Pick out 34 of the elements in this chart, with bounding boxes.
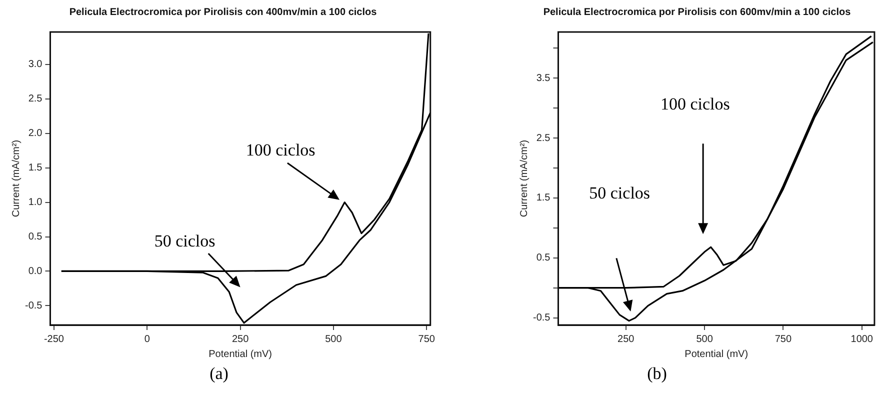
y-tick-label: 2.5 xyxy=(536,132,551,144)
y-tick-label: 1.0 xyxy=(28,197,43,208)
annotation: 100 ciclos xyxy=(246,140,316,160)
y-tick-label: 0.5 xyxy=(28,232,43,243)
y-tick-label: 0.5 xyxy=(536,252,551,264)
x-tick-label: 750 xyxy=(418,334,436,345)
y-axis-title: Current (mA/cm²) xyxy=(10,140,22,218)
y-tick-label: 0.0 xyxy=(28,266,43,277)
text: (b) xyxy=(646,364,668,384)
x-tick-label: 750 xyxy=(774,334,792,345)
y-tick-label: 3.0 xyxy=(28,59,43,70)
annotation: 50 ciclos xyxy=(154,231,216,250)
y-tick-label: 1.5 xyxy=(28,162,43,174)
y-tick-label: 3.5 xyxy=(536,72,551,84)
y-tick-label: 1.5 xyxy=(536,192,551,204)
annotation: 100 ciclos xyxy=(660,94,730,114)
x-tick-label: 500 xyxy=(325,334,342,345)
annotation: 50 ciclos xyxy=(589,184,650,202)
y-axis-title: Current (mA/cm²) xyxy=(518,140,530,218)
y-tick-label: 2.5 xyxy=(28,94,43,105)
chart-title: Pelicula Electrocromica por Pirolisis con 600mv/min a 100 ciclos xyxy=(543,6,852,18)
y-tick-label: -0.5 xyxy=(24,300,43,312)
x-tick-label: 0 xyxy=(144,334,150,345)
chart-title: Pelicula Electrocromica por Pirolisis con 400mv/min a 100 ciclos xyxy=(69,6,378,18)
x-tick-label: -250 xyxy=(44,334,64,345)
x-axis-title: Potential (mV) xyxy=(208,348,272,360)
x-tick-label: 500 xyxy=(696,334,714,345)
x-tick-label: 250 xyxy=(618,334,635,345)
x-tick-label: 250 xyxy=(232,334,250,345)
y-tick-label: -0.5 xyxy=(532,312,551,324)
x-axis-title: Potential (mV) xyxy=(684,348,748,360)
text: (a) xyxy=(208,364,230,384)
x-tick-label: 1000 xyxy=(850,334,874,345)
y-tick-label: 2.0 xyxy=(28,128,43,140)
